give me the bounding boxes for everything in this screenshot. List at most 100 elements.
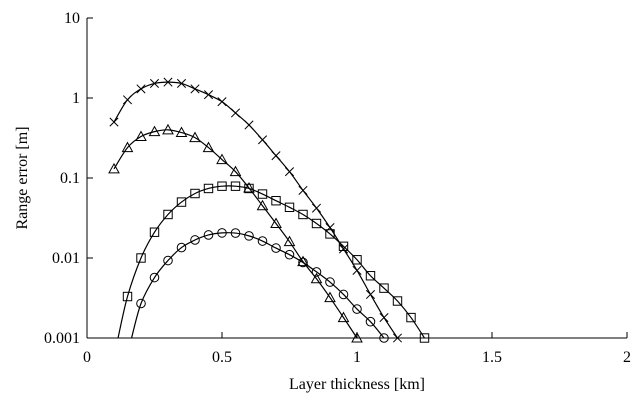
series-line-circle: [130, 232, 385, 339]
data-point-square: [190, 188, 200, 199]
data-point-triangle: [256, 199, 269, 211]
data-point-square: [284, 202, 295, 213]
data-point-square: [203, 183, 214, 194]
data-point-circle: [298, 257, 308, 268]
data-point-circle: [230, 228, 241, 238]
data-point-square: [122, 291, 133, 302]
data-point-square: [352, 255, 362, 265]
data-point-circle: [136, 298, 146, 309]
data-point-triangle: [202, 141, 215, 153]
data-point-circle: [338, 289, 349, 300]
data-point-x: [244, 120, 254, 130]
data-point-x: [338, 244, 349, 254]
data-point-triangle: [121, 141, 134, 153]
data-point-square: [163, 209, 173, 220]
data-point-square: [392, 296, 403, 306]
series-line-square: [117, 185, 426, 339]
data-point-x: [122, 95, 133, 105]
data-point-square: [298, 209, 308, 220]
data-point-x: [149, 78, 160, 89]
data-point-square: [217, 181, 227, 191]
data-point-circle: [244, 231, 254, 241]
data-point-circle: [190, 235, 200, 245]
series-line-x: [113, 81, 399, 339]
data-point-square: [244, 183, 254, 194]
data-point-x: [298, 185, 308, 195]
data-point-triangle: [162, 123, 174, 135]
data-point-square: [230, 181, 241, 191]
data-point-x: [136, 84, 146, 94]
data-point-x: [230, 108, 241, 118]
data-point-square: [149, 227, 160, 237]
data-point-circle: [365, 316, 376, 327]
data-point-circle: [352, 304, 362, 314]
data-point-triangle: [270, 217, 282, 228]
data-point-circle: [203, 230, 214, 240]
y-axis-title: Range error [m]: [14, 126, 31, 229]
y-tick-label: 10: [64, 10, 80, 27]
data-point-circle: [271, 243, 281, 253]
x-tick-label: 0.5: [212, 349, 232, 366]
data-point-triangle: [216, 153, 228, 165]
data-point-square: [311, 218, 322, 229]
x-axis-title: Layer thickness [km]: [289, 376, 425, 393]
data-point-square: [365, 271, 376, 281]
data-point-x: [257, 135, 268, 145]
y-tick-label: 0.1: [60, 170, 80, 187]
data-point-circle: [149, 272, 160, 283]
series-x: [109, 77, 403, 343]
data-point-square: [136, 253, 146, 263]
data-point-triangle: [189, 131, 201, 143]
x-tick-label: 2: [623, 349, 631, 366]
data-point-square: [379, 283, 389, 293]
data-point-circle: [284, 249, 295, 260]
data-point-x: [203, 90, 214, 100]
data-point-circle: [217, 228, 227, 238]
series-layer: [108, 77, 430, 343]
data-point-x: [392, 333, 403, 343]
x-tick-label: 0: [83, 349, 91, 366]
data-point-x: [365, 289, 376, 300]
y-axis-ticks: 0.001 0.01 0.1 1 10: [44, 10, 93, 347]
data-point-triangle: [148, 125, 161, 137]
data-point-square: [257, 189, 268, 199]
data-point-x: [352, 265, 362, 275]
data-point-square: [271, 196, 281, 206]
data-point-x: [190, 84, 200, 94]
data-point-circle: [311, 267, 322, 277]
y-tick-label: 0.001: [44, 330, 80, 347]
series-square: [117, 181, 430, 343]
data-point-triangle: [175, 126, 188, 138]
data-point-x: [379, 313, 389, 323]
data-point-x: [217, 97, 227, 107]
data-point-x: [271, 151, 281, 161]
data-point-triangle: [337, 311, 350, 323]
data-point-square: [406, 312, 416, 323]
data-point-x: [284, 167, 295, 177]
data-point-circle: [257, 236, 268, 246]
data-point-circle: [325, 277, 335, 287]
series-circle: [130, 228, 389, 343]
x-tick-label: 1.5: [482, 349, 502, 366]
data-point-x: [163, 77, 173, 87]
data-point-x: [176, 78, 187, 89]
data-point-square: [338, 241, 349, 252]
data-point-square: [176, 197, 187, 207]
data-point-x: [109, 117, 119, 127]
data-point-circle: [163, 255, 173, 266]
x-axis-ticks: 0 0.5 1 1.5 2: [83, 332, 631, 366]
data-point-triangle: [351, 331, 363, 343]
data-point-triangle: [283, 235, 296, 247]
data-point-triangle: [108, 162, 120, 174]
series-triangle: [108, 123, 363, 343]
data-point-triangle: [324, 291, 336, 303]
y-tick-label: 1: [72, 90, 80, 107]
data-point-x: [311, 203, 322, 213]
data-point-square: [325, 229, 335, 239]
data-point-triangle: [310, 272, 323, 284]
data-point-circle: [379, 333, 389, 343]
data-point-circle: [176, 242, 187, 253]
data-point-triangle: [135, 130, 147, 142]
data-point-square: [419, 333, 430, 343]
